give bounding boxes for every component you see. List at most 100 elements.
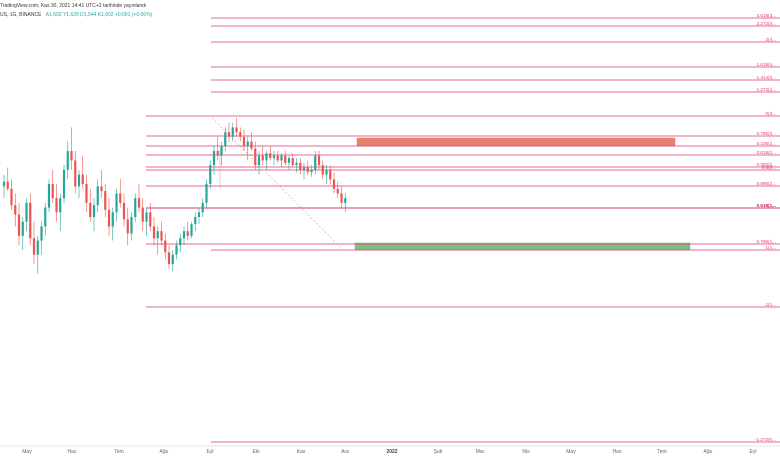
fib-level-label: 0.786(1,.. — [757, 239, 776, 244]
x-axis-tick-label: May — [22, 449, 32, 455]
candle-body — [216, 151, 219, 156]
candle-body — [44, 207, 47, 227]
candle-body — [160, 231, 163, 241]
candle-body — [239, 132, 242, 137]
candle-body — [332, 179, 336, 189]
candle-body — [55, 198, 58, 213]
fib-level-label: 1(1,.. — [766, 302, 776, 307]
candle-body — [164, 240, 167, 253]
x-axis-tick-label: Tem — [657, 449, 666, 455]
x-axis-tick-label: Eyl — [207, 449, 214, 455]
candle-body — [100, 186, 103, 192]
candle-body — [156, 231, 159, 239]
x-axis-tick-label: Haz — [68, 449, 77, 455]
candle-body — [122, 202, 126, 220]
candle-body — [201, 202, 204, 213]
candle-body — [167, 252, 171, 265]
candle-body — [6, 181, 9, 189]
candle-body — [306, 167, 309, 173]
candle-body — [246, 141, 249, 147]
candle-body — [212, 151, 216, 166]
candle-body — [197, 212, 201, 217]
candle-body — [194, 217, 197, 225]
candle-body — [272, 155, 276, 159]
candle-body — [254, 148, 257, 166]
candle-body — [66, 151, 69, 170]
candle-body — [205, 184, 208, 203]
x-axis-tick-label: Kas — [297, 449, 306, 455]
candle-body — [92, 205, 96, 217]
candle-body — [325, 169, 328, 175]
trend-line-dashed — [211, 117, 343, 250]
fib-level-label: 0.618(2,.. — [757, 150, 776, 155]
candle-body — [59, 198, 62, 213]
candle-body — [89, 202, 92, 217]
candle-body — [70, 151, 73, 161]
candle-body — [344, 198, 347, 203]
candle-body — [111, 212, 114, 227]
candle-body — [182, 231, 186, 239]
sell-zone — [356, 137, 676, 147]
candle-body — [81, 174, 84, 184]
candles-group — [2, 118, 347, 274]
candle-body — [302, 167, 306, 170]
candle-body — [17, 214, 21, 236]
candle-body — [284, 155, 287, 163]
x-axis-tick-label: Eyl — [750, 449, 757, 455]
candle-body — [47, 184, 51, 208]
candle-body — [21, 221, 24, 236]
candle-body — [126, 219, 129, 234]
x-axis-tick-label: Nis — [522, 449, 530, 455]
candle-body — [242, 136, 246, 147]
candle-body — [130, 217, 133, 234]
candle-body — [317, 155, 321, 166]
x-axis-tick-label: Eki — [253, 449, 260, 455]
candle-body — [25, 202, 28, 222]
x-axis-tick-label: May — [566, 449, 576, 455]
candle-body — [62, 169, 66, 199]
candle-body — [40, 226, 43, 241]
candle-body — [336, 188, 339, 194]
candle-body — [115, 193, 118, 213]
candle-body — [104, 191, 107, 210]
fib-level-label: 0.786(2,.. — [757, 131, 776, 136]
candle-body — [329, 169, 332, 180]
candle-body — [145, 212, 148, 222]
fib-level-label: 3.618(3,.. — [757, 13, 776, 18]
fib-level-label: 2(4,.. — [766, 37, 776, 42]
candle-body — [276, 155, 279, 161]
x-axis-tick-label: Ağu — [704, 449, 713, 455]
candle-body — [149, 212, 152, 227]
candle-body — [250, 141, 253, 149]
symbol-line: US, 1G, BINANCE A1,602 Y1,629 D1,544 K1,… — [0, 12, 152, 18]
fib-level-label: 0.382(2,.. — [757, 162, 776, 167]
candle-body — [171, 254, 174, 265]
ohlc-values: A1,602 Y1,629 D1,544 K1,602 +0,001 (+0,0… — [45, 12, 153, 18]
candle-body — [280, 155, 283, 161]
x-axis-tick-label: Ağu — [160, 449, 169, 455]
x-axis-tick-label: Mar — [476, 449, 485, 455]
candle-body — [32, 238, 36, 255]
candle-body — [137, 198, 141, 208]
candle-body — [74, 160, 77, 187]
candle-body — [314, 155, 317, 170]
x-axis-tick-label: Haz — [613, 449, 622, 455]
x-axis-tick-label: Ara — [341, 449, 349, 455]
symbol-name: US, 1G, BINANCE — [0, 12, 42, 18]
candle-body — [299, 162, 302, 170]
candle-body — [287, 158, 291, 163]
fib-level-label: 0.618(1,.. — [757, 203, 776, 208]
x-axis-tick-label: Tem — [114, 449, 123, 455]
candle-body — [152, 226, 156, 239]
candle-body — [265, 153, 268, 161]
fib-level-label: 1.618(4,.. — [757, 62, 776, 67]
candle-body — [291, 158, 294, 166]
candle-body — [29, 202, 32, 239]
candle-body — [227, 132, 231, 137]
fib-level-label: 0.236(2,.. — [757, 141, 776, 146]
chart-header: TradingView.com, Kas 30, 2021 14:41 UTC+… — [0, 0, 780, 24]
candle-body — [10, 188, 13, 206]
candle-body — [321, 165, 324, 175]
candle-body — [340, 193, 343, 203]
